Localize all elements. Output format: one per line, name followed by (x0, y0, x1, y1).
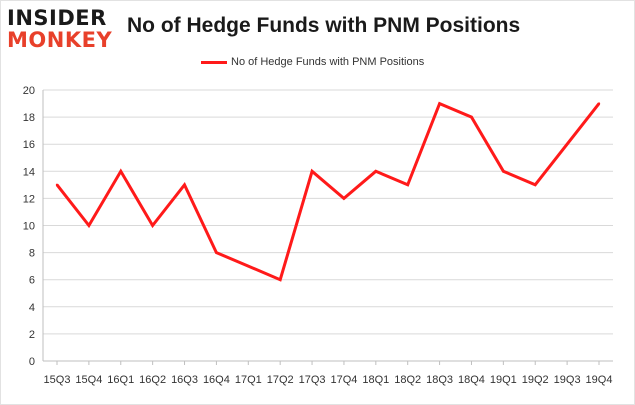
data-point-18Q3 (438, 102, 440, 104)
y-tick-label-8: 8 (29, 248, 35, 260)
y-tick-label-0: 0 (29, 356, 35, 368)
x-tick-label-18Q4: 18Q4 (458, 374, 485, 386)
x-tick-label-17Q3: 17Q3 (299, 374, 326, 386)
x-tick-label-16Q2: 16Q2 (139, 374, 166, 386)
x-tick-label-19Q4: 19Q4 (586, 374, 613, 386)
y-tick-label-16: 16 (23, 139, 35, 151)
data-point-15Q3 (56, 184, 58, 186)
y-tick-label-20: 20 (23, 85, 35, 97)
data-point-18Q4 (470, 116, 472, 118)
x-tick-label-19Q3: 19Q3 (554, 374, 581, 386)
data-point-18Q1 (375, 170, 377, 172)
data-point-17Q4 (343, 197, 345, 199)
y-tick-label-10: 10 (23, 221, 35, 233)
series-lines (56, 102, 600, 281)
data-point-15Q4 (88, 224, 90, 226)
y-tick-label-2: 2 (29, 329, 35, 341)
data-point-16Q2 (151, 224, 153, 226)
data-point-17Q2 (279, 279, 281, 281)
data-point-16Q1 (120, 170, 122, 172)
x-tick-label-19Q1: 19Q1 (490, 374, 517, 386)
x-tick-label-15Q4: 15Q4 (75, 374, 102, 386)
data-point-17Q3 (311, 170, 313, 172)
y-tick-label-12: 12 (23, 193, 35, 205)
data-point-17Q1 (247, 265, 249, 267)
y-tick-label-4: 4 (29, 302, 35, 314)
x-tick-label-18Q3: 18Q3 (426, 374, 453, 386)
grid-lines (43, 90, 613, 334)
data-point-19Q4 (598, 102, 600, 104)
data-point-19Q2 (534, 184, 536, 186)
x-tick-label-17Q2: 17Q2 (267, 374, 294, 386)
y-tick-label-6: 6 (29, 275, 35, 287)
data-point-19Q1 (502, 170, 504, 172)
y-tick-label-18: 18 (23, 112, 35, 124)
x-tick-label-16Q3: 16Q3 (171, 374, 198, 386)
x-tick-label-19Q2: 19Q2 (522, 374, 549, 386)
x-tick-label-15Q3: 15Q3 (44, 374, 71, 386)
series-line-0 (57, 104, 599, 280)
y-tick-label-14: 14 (23, 166, 35, 178)
data-point-19Q3 (566, 143, 568, 145)
data-point-16Q4 (215, 251, 217, 253)
x-tick-label-18Q2: 18Q2 (394, 374, 421, 386)
data-point-16Q3 (183, 184, 185, 186)
x-tick-labels: 15Q3 15Q4 16Q1 16Q2 16Q3 16Q4 17Q1 17Q2 17Q3 17Q4… (44, 374, 613, 386)
x-tick-label-16Q4: 16Q4 (203, 374, 230, 386)
y-tick-labels: 0 2 4 6 8 10 12 14 16 18 20 (23, 85, 35, 368)
x-tick-label-17Q1: 17Q1 (235, 374, 262, 386)
x-tick-label-18Q1: 18Q1 (362, 374, 389, 386)
axes (43, 90, 613, 365)
x-tick-label-17Q4: 17Q4 (330, 374, 357, 386)
data-point-18Q2 (407, 184, 409, 186)
x-tick-label-16Q1: 16Q1 (107, 374, 134, 386)
